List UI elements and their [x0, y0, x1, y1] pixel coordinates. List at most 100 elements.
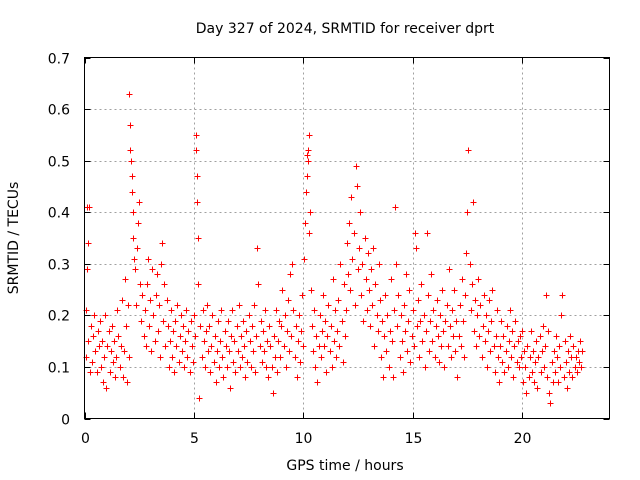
data-point [469, 281, 476, 288]
data-point [307, 209, 314, 216]
data-point [496, 379, 503, 386]
data-point [244, 359, 251, 366]
data-point [224, 364, 231, 371]
data-point [416, 354, 423, 361]
data-point [308, 287, 315, 294]
data-point [335, 297, 342, 304]
y-tick-label: 0.5 [48, 155, 70, 171]
data-point [187, 369, 194, 376]
data-point [441, 364, 448, 371]
chart-title: Day 327 of 2024, SRMTID for receiver dpr… [196, 21, 495, 37]
data-point [124, 379, 131, 386]
data-point [397, 354, 404, 361]
data-point [180, 323, 187, 330]
data-point [418, 281, 425, 288]
data-point [427, 318, 434, 325]
data-point [508, 354, 515, 361]
data-point [362, 235, 369, 242]
data-point [300, 343, 307, 350]
data-point [353, 163, 360, 170]
y-tick-label: 0.7 [48, 52, 70, 68]
data-point [344, 240, 351, 247]
data-point [164, 297, 171, 304]
data-point [298, 328, 305, 335]
data-point [366, 287, 373, 294]
data-point [167, 338, 174, 345]
data-point [207, 369, 214, 376]
data-point [497, 343, 504, 350]
data-point [305, 147, 312, 154]
data-point [250, 348, 257, 355]
data-point [339, 318, 346, 325]
data-point [310, 348, 317, 355]
data-point [529, 369, 536, 376]
data-point [183, 307, 190, 314]
data-point [306, 132, 313, 139]
data-point [477, 302, 484, 309]
data-point [90, 333, 97, 340]
data-point [286, 348, 293, 355]
data-point [257, 343, 264, 350]
data-point [382, 292, 389, 299]
data-point [423, 328, 430, 335]
data-point [283, 364, 290, 371]
data-point [290, 307, 297, 314]
data-point [157, 354, 164, 361]
data-point [554, 354, 561, 361]
data-point [322, 318, 329, 325]
data-point [152, 338, 159, 345]
data-point [484, 364, 491, 371]
data-point [85, 240, 92, 247]
data-point [532, 359, 539, 366]
data-point [165, 323, 172, 330]
data-point [340, 359, 347, 366]
data-point [547, 400, 554, 407]
data-point [523, 390, 530, 397]
data-point [461, 354, 468, 361]
data-point [313, 333, 320, 340]
data-point [277, 354, 284, 361]
data-point [432, 354, 439, 361]
data-points [83, 91, 586, 407]
data-point [541, 364, 548, 371]
data-point [549, 359, 556, 366]
data-point [530, 348, 537, 355]
data-point [564, 385, 571, 392]
data-point [179, 348, 186, 355]
data-point [521, 348, 528, 355]
data-point [184, 354, 191, 361]
data-point [275, 338, 282, 345]
data-point [206, 323, 213, 330]
data-point [178, 312, 185, 319]
data-point [470, 199, 477, 206]
data-point [555, 379, 562, 386]
data-point [562, 338, 569, 345]
data-point [133, 302, 140, 309]
data-point [216, 364, 223, 371]
data-point [442, 318, 449, 325]
data-point [128, 158, 135, 165]
data-point [528, 328, 535, 335]
data-point [141, 333, 148, 340]
data-point [460, 318, 467, 325]
data-point [419, 338, 426, 345]
data-point [225, 318, 232, 325]
data-point [515, 338, 522, 345]
data-point [191, 312, 198, 319]
data-point [492, 369, 499, 376]
data-point [123, 323, 130, 330]
data-point [301, 256, 308, 263]
data-point [544, 374, 551, 381]
data-point [96, 343, 103, 350]
data-point [103, 385, 110, 392]
data-point [471, 328, 478, 335]
data-point [563, 359, 570, 366]
data-point [287, 271, 294, 278]
data-point [251, 302, 258, 309]
data-point [240, 318, 247, 325]
data-point [109, 323, 116, 330]
data-point [445, 343, 452, 350]
data-point [314, 379, 321, 386]
data-point [417, 318, 424, 325]
